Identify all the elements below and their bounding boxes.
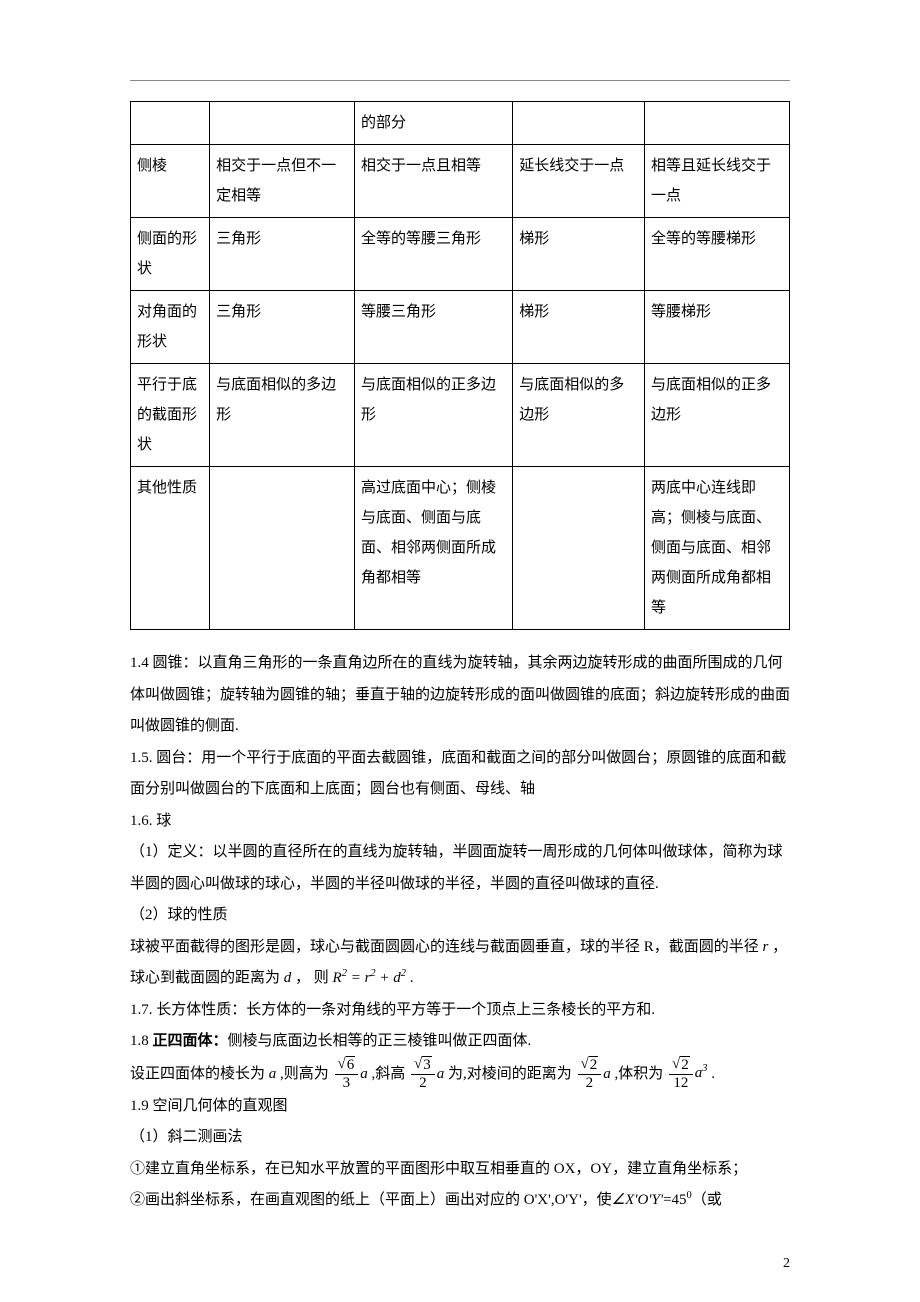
text: 1.8 [130, 1033, 153, 1049]
text: 为,对棱间的距离为 [448, 1065, 572, 1081]
cell: 侧面的形状 [131, 218, 210, 291]
cell: 与底面相似的正多边形 [355, 364, 513, 467]
cell: 梯形 [513, 218, 645, 291]
var-a: a [437, 1065, 445, 1081]
cell: 等腰三角形 [355, 291, 513, 364]
table-row: 的部分 [131, 102, 790, 145]
para-1-4: 1.4 圆锥：以直角三角形的一条直角边所在的直线为旋转轴，其余两边旋转形成的曲面… [130, 648, 790, 743]
bold-text: 正四面体： [153, 1033, 228, 1049]
cell: 梯形 [513, 291, 645, 364]
text: . [711, 1065, 715, 1081]
cell: 与底面相似的多边形 [210, 364, 355, 467]
para-sphere-formula: 球被平面截得的图形是圆，球心与截面圆圆心的连线与截面圆垂直，球的半径 R，截面圆… [130, 932, 790, 995]
fraction-2: √32 [411, 1058, 435, 1091]
para-tetra-formula: 设正四面体的棱长为 a ,则高为 √63a ,斜高 √32a 为,对棱间的距离为… [130, 1058, 790, 1091]
var-d: d [284, 970, 292, 986]
page-number: 2 [783, 1256, 790, 1272]
cell: 对角面的形状 [131, 291, 210, 364]
para-1-8: 1.8 正四面体：侧棱与底面边长相等的正三棱锥叫做正四面体. [130, 1026, 790, 1058]
cell [513, 102, 645, 145]
table-row: 其他性质 高过底面中心；侧棱与底面、侧面与底面、相邻两侧面所成角都相等 两底中心… [131, 467, 790, 630]
para-step-2: ②画出斜坐标系，在画直观图的纸上（平面上）画出对应的 O'X',O'Y'，使∠X… [130, 1185, 790, 1217]
properties-table: 的部分 侧棱 相交于一点但不一定相等 相交于一点且相等 延长线交于一点 相等且延… [130, 101, 790, 630]
table-row: 对角面的形状 三角形 等腰三角形 梯形 等腰梯形 [131, 291, 790, 364]
cell: 相等且延长线交于一点 [645, 145, 790, 218]
para-1-7: 1.7. 长方体性质：长方体的一条对角线的平方等于一个顶点上三条棱长的平方和. [130, 995, 790, 1027]
text: 侧棱与底面边长相等的正三棱锥叫做正四面体. [228, 1033, 532, 1049]
table-row: 平行于底的截面形状 与底面相似的多边形 与底面相似的正多边形 与底面相似的多边形… [131, 364, 790, 467]
cell: 侧棱 [131, 145, 210, 218]
text: （或 [692, 1192, 722, 1208]
angle-xoy: ∠X'O'Y' [612, 1192, 663, 1208]
cell: 三角形 [210, 218, 355, 291]
cell: 高过底面中心；侧棱与底面、侧面与底面、相邻两侧面所成角都相等 [355, 467, 513, 630]
para-1-6-1: （1）定义：以半圆的直径所在的直线为旋转轴，半圆面旋转一周形成的几何体叫做球体，… [130, 837, 790, 900]
cell: 的部分 [355, 102, 513, 145]
cell: 与底面相似的正多边形 [645, 364, 790, 467]
cell: 全等的等腰三角形 [355, 218, 513, 291]
para-1-9-1: （1）斜二测画法 [130, 1122, 790, 1154]
top-rule [130, 80, 790, 81]
cell [210, 467, 355, 630]
var-a: a [603, 1065, 611, 1081]
text: ,则高为 [280, 1065, 329, 1081]
text: 球被平面截得的图形是圆，球心与截面圆圆心的连线与截面圆垂直，球的半径 R，截面圆… [130, 939, 759, 955]
fraction-3: √22 [578, 1058, 602, 1091]
formula-R2: R2 = r2 + d2 [333, 970, 410, 986]
cell: 全等的等腰梯形 [645, 218, 790, 291]
text: ,斜高 [372, 1065, 406, 1081]
body-text: 1.4 圆锥：以直角三角形的一条直角边所在的直线为旋转轴，其余两边旋转形成的曲面… [130, 648, 790, 1217]
cell: 三角形 [210, 291, 355, 364]
cell [645, 102, 790, 145]
text: ②画出斜坐标系，在画直观图的纸上（平面上）画出对应的 O'X',O'Y'，使 [130, 1192, 612, 1208]
fraction-1: √63 [335, 1058, 359, 1091]
cell: 其他性质 [131, 467, 210, 630]
cell [210, 102, 355, 145]
fraction-4: √212 [669, 1058, 693, 1091]
cell [513, 467, 645, 630]
var-a3: a3 [695, 1065, 708, 1081]
cell: 相交于一点但不一定相等 [210, 145, 355, 218]
text: ， 则 [295, 970, 329, 986]
cell [131, 102, 210, 145]
text: 设正四面体的棱长为 [130, 1065, 265, 1081]
cell: 两底中心连线即高；侧棱与底面、侧面与底面、相邻两侧面所成角都相等 [645, 467, 790, 630]
cell: 平行于底的截面形状 [131, 364, 210, 467]
table-row: 侧面的形状 三角形 全等的等腰三角形 梯形 全等的等腰梯形 [131, 218, 790, 291]
text: . [410, 970, 414, 986]
text: =45 [663, 1192, 686, 1208]
cell: 等腰梯形 [645, 291, 790, 364]
para-1-6-2: （2）球的性质 [130, 900, 790, 932]
para-1-9: 1.9 空间几何体的直观图 [130, 1091, 790, 1123]
para-1-6: 1.6. 球 [130, 806, 790, 838]
cell: 延长线交于一点 [513, 145, 645, 218]
table-row: 侧棱 相交于一点但不一定相等 相交于一点且相等 延长线交于一点 相等且延长线交于… [131, 145, 790, 218]
text: ,体积为 [615, 1065, 664, 1081]
cell: 相交于一点且相等 [355, 145, 513, 218]
var-r: r [763, 939, 769, 955]
cell: 与底面相似的多边形 [513, 364, 645, 467]
var-a: a [269, 1065, 277, 1081]
para-1-5: 1.5. 圆台：用一个平行于底面的平面去截圆锥，底面和截面之间的部分叫做圆台；原… [130, 743, 790, 806]
var-a: a [360, 1065, 368, 1081]
para-step-1: ①建立直角坐标系，在已知水平放置的平面图形中取互相垂直的 OX，OY，建立直角坐… [130, 1154, 790, 1186]
